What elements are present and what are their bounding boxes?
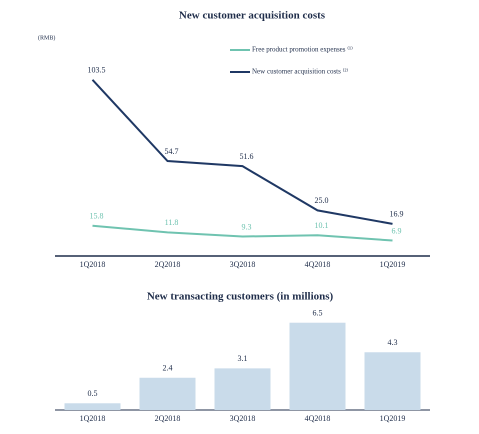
data-label: 3.1 xyxy=(238,354,248,363)
x-tick-label: 3Q2018 xyxy=(230,260,256,269)
data-label: 25.0 xyxy=(315,196,329,205)
legend-label: New customer acquisition costs ⁽²⁾ xyxy=(252,68,348,76)
series-line xyxy=(92,224,393,242)
x-tick-label: 3Q2018 xyxy=(230,414,256,423)
bar xyxy=(139,377,196,410)
data-label: 10.1 xyxy=(315,221,329,230)
data-label: 54.7 xyxy=(165,147,179,156)
x-tick-label: 1Q2019 xyxy=(380,260,406,269)
data-label: 4.3 xyxy=(388,338,398,347)
x-tick-label: 4Q2018 xyxy=(305,260,331,269)
legend-label: Free product promotion expenses ⁽¹⁾ xyxy=(252,46,353,54)
bar xyxy=(64,403,121,410)
data-label: 15.8 xyxy=(90,212,104,221)
x-tick-label: 2Q2018 xyxy=(155,414,181,423)
data-label: 0.5 xyxy=(88,389,98,398)
data-label: 16.9 xyxy=(390,210,404,219)
x-tick-label: 1Q2018 xyxy=(80,260,106,269)
data-label: 103.5 xyxy=(88,66,106,75)
series-line xyxy=(91,79,393,225)
unit-label: (RMB) xyxy=(38,34,55,41)
x-tick-label: 2Q2018 xyxy=(155,260,181,269)
data-label: 6.9 xyxy=(392,226,402,235)
bar xyxy=(289,322,346,410)
bar xyxy=(364,352,421,410)
bar xyxy=(214,368,271,410)
data-label: 9.3 xyxy=(242,222,252,231)
x-tick-label: 1Q2018 xyxy=(80,414,106,423)
data-label: 6.5 xyxy=(313,309,323,318)
chart-title: New customer acquisition costs xyxy=(179,10,326,22)
data-label: 51.6 xyxy=(240,152,254,161)
x-tick-label: 4Q2018 xyxy=(305,414,331,423)
chart-title: New transacting customers (in millions) xyxy=(147,291,334,303)
data-label: 11.8 xyxy=(165,218,179,227)
data-label: 2.4 xyxy=(163,364,173,373)
x-tick-label: 1Q2019 xyxy=(380,414,406,423)
